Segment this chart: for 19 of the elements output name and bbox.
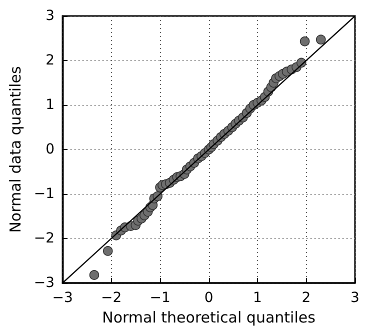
x-tick-label: 2 [302,290,311,306]
x-tick-label: 0 [204,290,214,306]
y-tick-label: 1 [46,97,55,113]
y-tick-label: 3 [46,8,55,24]
x-tick-label: 3 [350,290,360,306]
point [316,34,326,44]
y-tick-label: 0 [46,142,55,158]
point [102,246,113,256]
y-tick-label: −1 [34,186,55,202]
y-axis-title: Normal data quantiles [6,66,24,233]
y-tick-label: −3 [34,275,55,291]
x-tick-label: 1 [253,290,262,306]
x-tick-label: −2 [100,290,122,306]
point [300,36,310,46]
point [89,270,100,280]
y-tick-label: −2 [34,230,55,246]
y-tick-label: 2 [46,52,55,68]
x-tick-label: −1 [150,290,170,306]
x-axis-title: Normal theoretical quantiles [102,308,316,326]
